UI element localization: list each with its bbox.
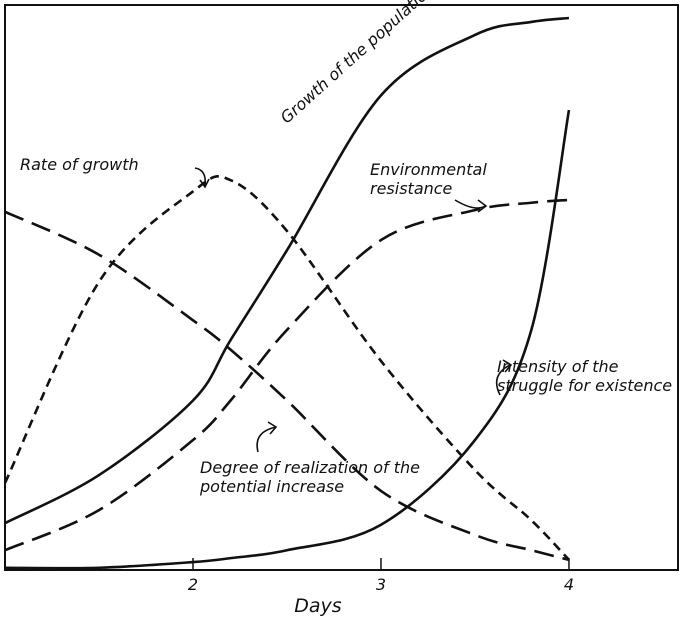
curve-label-group: Growth of the population (276, 0, 439, 128)
curve-label: Intensity of the struggle for existence (497, 357, 673, 395)
curve-label-box: Rate of growth (20, 155, 139, 174)
series-line (4, 109, 571, 570)
series-line (4, 16, 570, 525)
curve-label-box: Degree of realization of the potential i… (200, 458, 420, 496)
arrow (495, 359, 513, 396)
x-axis-label: Days (294, 595, 342, 617)
curve-label-group: Intensity of the struggle for existence (497, 357, 673, 395)
curve-label-group: Rate of growth (20, 155, 139, 174)
curve-label-group: Degree of realization of the potential i… (200, 458, 420, 496)
curve-label: Environmental resistance (370, 160, 487, 198)
series-line (4, 198, 570, 552)
curve-label-box: Growth of the population (276, 0, 439, 128)
arrow (256, 421, 278, 453)
frame (4, 4, 679, 571)
series-line (4, 210, 570, 562)
curve-label: Growth of the population (276, 0, 439, 128)
curve-label-box: Intensity of the struggle for existence (497, 357, 673, 395)
x-tick-label: 2 (188, 575, 198, 594)
curve-label-box: Environmental resistance (370, 160, 487, 198)
curve-label: Degree of realization of the potential i… (200, 458, 420, 496)
curve-label: Rate of growth (20, 155, 139, 174)
series-line (3, 175, 570, 561)
x-tick-label: 4 (564, 575, 574, 594)
curve-label-group: Environmental resistance (370, 160, 487, 198)
x-tick-label: 3 (376, 575, 386, 594)
